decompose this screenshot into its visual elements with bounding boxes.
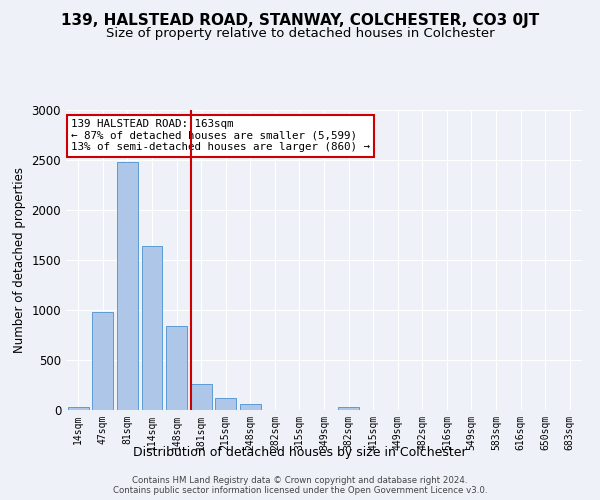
Bar — [68, 407, 89, 410]
Bar — [240, 404, 261, 410]
Text: 139, HALSTEAD ROAD, STANWAY, COLCHESTER, CO3 0JT: 139, HALSTEAD ROAD, STANWAY, COLCHESTER,… — [61, 12, 539, 28]
Text: Size of property relative to detached houses in Colchester: Size of property relative to detached ho… — [106, 28, 494, 40]
Text: Contains HM Land Registry data © Crown copyright and database right 2024.
Contai: Contains HM Land Registry data © Crown c… — [113, 476, 487, 495]
Text: 139 HALSTEAD ROAD: 163sqm
← 87% of detached houses are smaller (5,599)
13% of se: 139 HALSTEAD ROAD: 163sqm ← 87% of detac… — [71, 119, 370, 152]
Y-axis label: Number of detached properties: Number of detached properties — [13, 167, 26, 353]
Bar — [191, 384, 212, 410]
Bar — [166, 326, 187, 410]
Bar — [215, 398, 236, 410]
Text: Distribution of detached houses by size in Colchester: Distribution of detached houses by size … — [133, 446, 467, 459]
Bar — [142, 246, 163, 410]
Bar — [92, 312, 113, 410]
Bar — [117, 162, 138, 410]
Bar — [338, 407, 359, 410]
